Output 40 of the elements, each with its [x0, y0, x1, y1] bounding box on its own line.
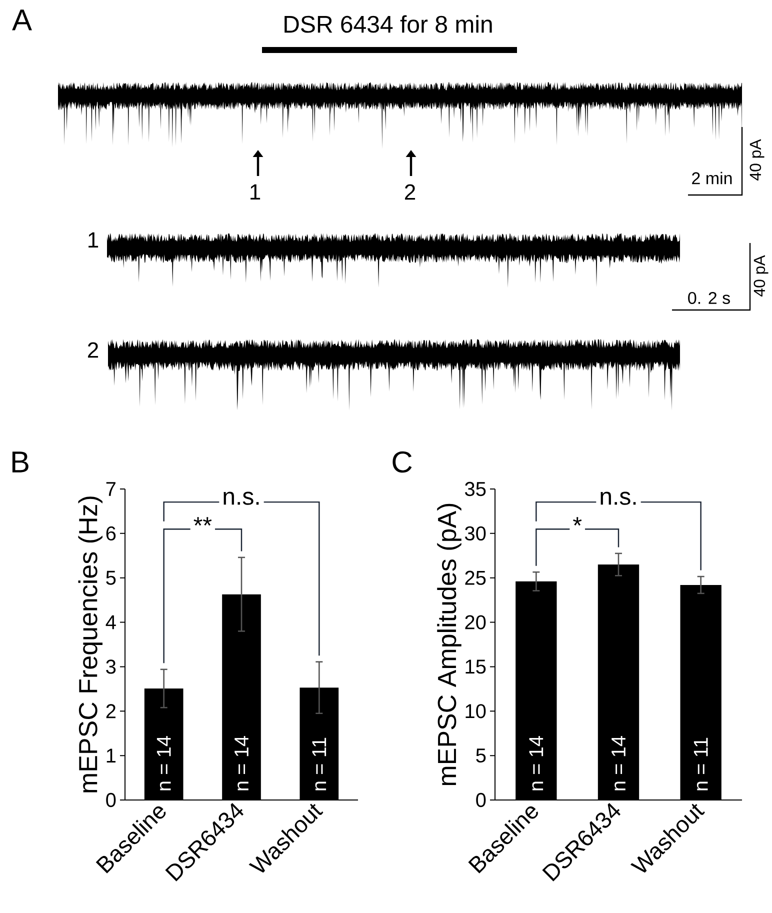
text: 1	[88, 232, 98, 248]
text: B	[12, 452, 28, 472]
text: 2 min	[692, 172, 732, 184]
text: 0. 2 s	[688, 292, 730, 304]
y-tick-label: 30	[464, 526, 486, 540]
annotation: n.s.	[600, 492, 636, 505]
y-tick-label: 4	[106, 615, 116, 630]
y-axis-title: mEPSC Amplitudes (pA)	[437, 504, 462, 786]
y-tick-label: 35	[464, 482, 486, 496]
y-tick-label: 6	[106, 526, 116, 541]
text: 2	[405, 184, 416, 200]
annotation: n = 14	[156, 736, 171, 790]
annotation: n = 14	[234, 736, 248, 790]
y-tick-label: 0	[476, 792, 486, 808]
text: 1	[250, 184, 260, 200]
text: C	[392, 451, 412, 473]
annotation: n = 11	[694, 738, 708, 790]
text: DSR 6434 for 8 min	[284, 15, 492, 33]
y-tick-label: 3	[106, 660, 116, 674]
y-tick-label: 10	[466, 704, 486, 718]
y-tick-label: 5	[106, 570, 116, 585]
annotation: n = 14	[612, 736, 626, 790]
text: 40 pA	[754, 255, 768, 297]
text: 2	[88, 342, 98, 358]
y-tick-label: 15	[466, 660, 486, 674]
y-tick-label: 7	[106, 482, 116, 496]
y-tick-label: 0	[106, 792, 116, 808]
text: A	[12, 10, 32, 30]
y-axis-title: mEPSC Frequencies (Hz)	[78, 496, 102, 792]
annotation: *	[573, 517, 582, 526]
annotation: **	[194, 517, 212, 526]
annotation: n = 11	[312, 738, 326, 790]
y-tick-label: 2	[106, 704, 116, 718]
y-tick-label: 5	[476, 748, 486, 763]
y-tick-label: 25	[465, 570, 486, 585]
y-tick-label: 1	[106, 748, 116, 762]
annotation: n.s.	[224, 492, 259, 505]
text: 40 pA	[750, 139, 764, 181]
y-tick-label: 20	[465, 615, 486, 630]
annotation: n = 14	[529, 736, 544, 790]
